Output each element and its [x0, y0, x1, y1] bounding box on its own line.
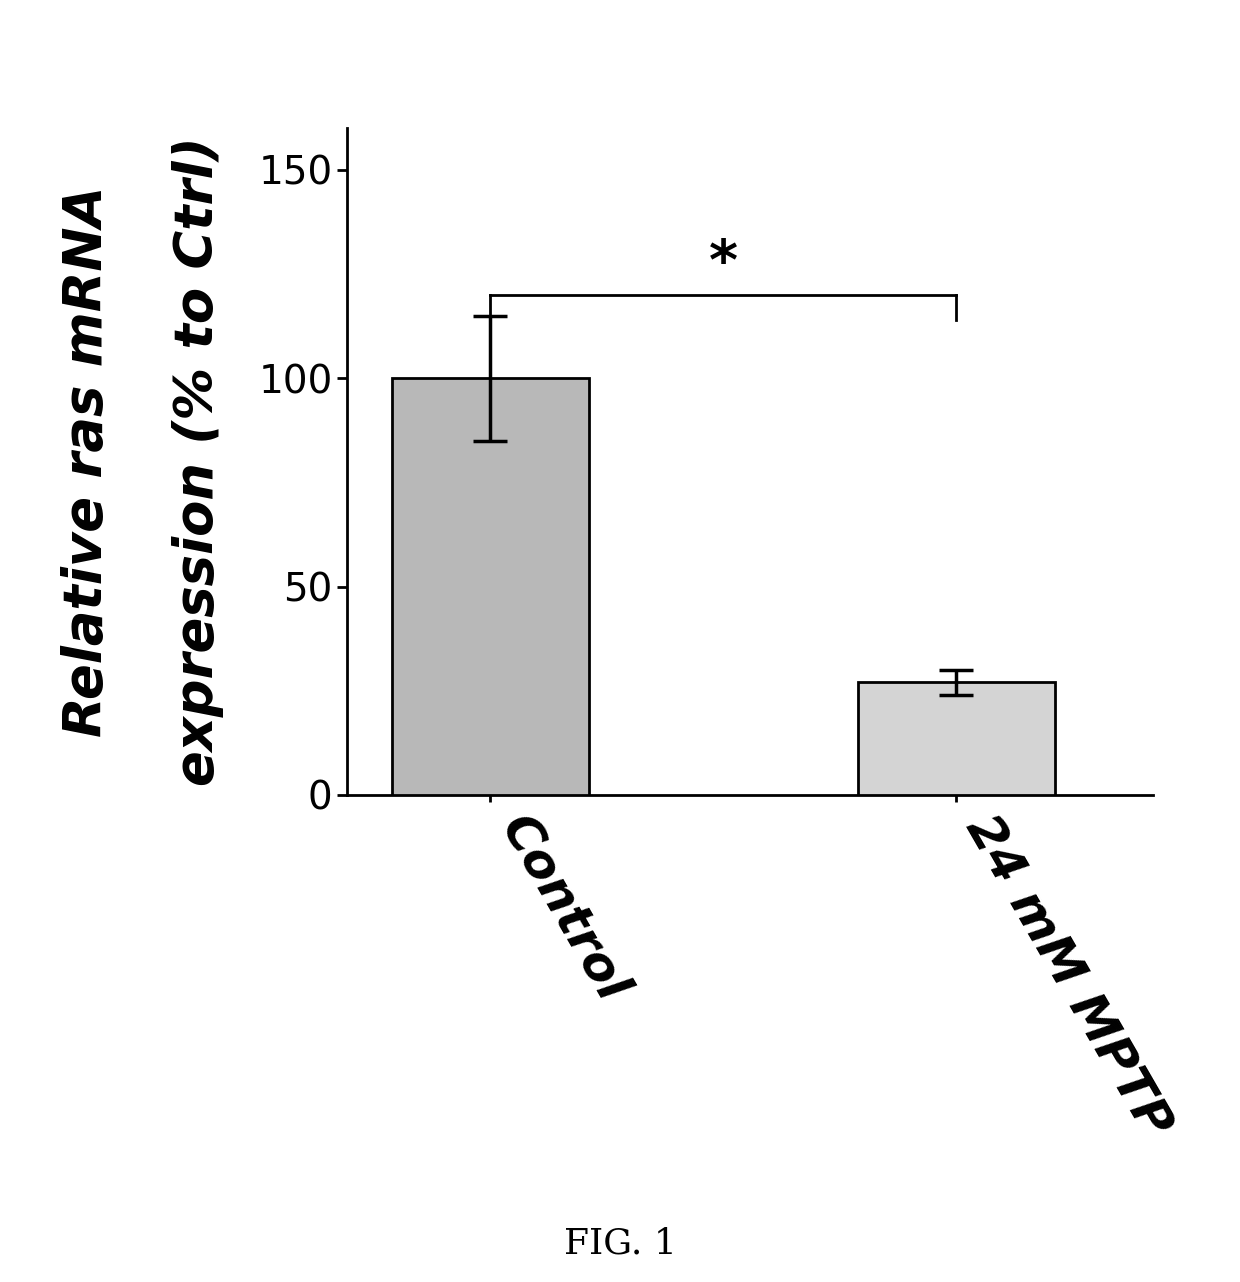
Bar	[392, 378, 589, 795]
Text: *: *	[709, 237, 738, 291]
Text: FIG. 1: FIG. 1	[563, 1227, 677, 1260]
Bar	[858, 682, 1055, 795]
Text: Relative ras mRNA: Relative ras mRNA	[61, 186, 113, 737]
Text: expression (% to Ctrl): expression (% to Ctrl)	[172, 137, 224, 786]
